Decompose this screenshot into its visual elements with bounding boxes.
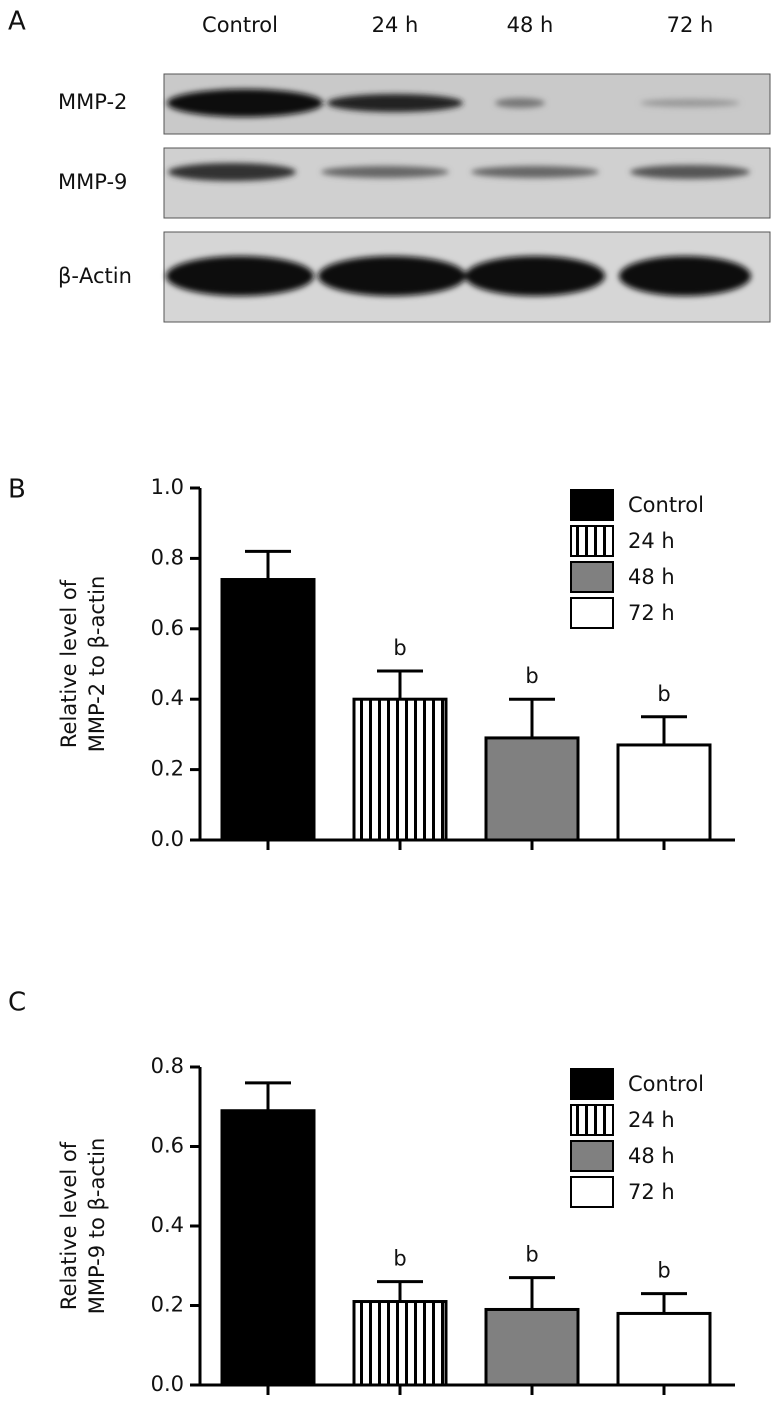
legend-label: Control [628,493,704,517]
legend-label: Control [628,1072,704,1096]
panel-label: C [8,988,26,1018]
legend-swatch [570,1176,614,1208]
legend-swatch [570,561,614,593]
bar [220,1109,316,1387]
y-tick-label: 0.0 [151,827,184,851]
error-bar [509,1276,555,1310]
panel-label: A [8,7,26,37]
legend-swatch [570,1140,614,1172]
y-tick-label: 0.4 [151,1213,184,1237]
annotation: b [393,1247,406,1271]
panel-label: B [8,475,26,505]
y-tick-label: 0.2 [151,1293,184,1317]
row-label: MMP-2 [58,90,127,114]
legend-swatch [570,597,614,629]
error-bar [641,1292,687,1314]
lane-label: 48 h [507,13,554,37]
annotation: b [657,1259,670,1283]
bands [166,89,751,296]
legend-label: 72 h [628,601,675,625]
y-tick-label: 1.0 [151,475,184,499]
y-axis-label: MMP-2 to β-actin [85,576,109,753]
legend-swatch [570,1104,614,1136]
lane-label: 72 h [667,13,714,37]
y-tick-label: 0.6 [151,1134,184,1158]
legend-label: 72 h [628,1180,675,1204]
lane-label: Control [202,13,278,37]
error-bar [377,669,423,700]
error-bar [377,1280,423,1302]
bar [352,697,448,842]
legend-swatch [570,489,614,521]
legend-label: 48 h [628,1144,675,1168]
y-tick-label: 0.8 [151,545,184,569]
annotation: b [393,636,406,660]
legend-label: 24 h [628,1108,675,1132]
legend-label: 24 h [628,529,675,553]
y-axis-label: Relative level of [57,1141,81,1310]
y-tick-label: 0.2 [151,757,184,781]
y-tick-label: 0.4 [151,686,184,710]
blot-strip [163,147,771,219]
y-tick-label: 0.6 [151,616,184,640]
bar [484,1307,580,1387]
bar [616,743,712,842]
annotation: b [525,664,538,688]
legend-swatch [570,1068,614,1100]
y-tick-label: 0.0 [151,1372,184,1396]
legend-swatch [570,525,614,557]
lane-label: 24 h [372,13,419,37]
y-axis-label: Relative level of [57,579,81,748]
legend-label: 48 h [628,565,675,589]
bar [220,578,316,842]
error-bar [641,715,687,745]
error-bar [509,697,555,738]
error-bar [245,549,291,580]
bar [484,736,580,842]
blot-panel: A [8,7,771,323]
y-tick-label: 0.8 [151,1054,184,1078]
row-label: MMP-9 [58,170,127,194]
row-label: β-Actin [58,264,132,288]
bar [352,1300,448,1387]
error-bar [245,1081,291,1111]
annotation: b [657,682,670,706]
bar [616,1311,712,1387]
y-axis-label: MMP-9 to β-actin [85,1138,109,1315]
annotation: b [525,1243,538,1267]
